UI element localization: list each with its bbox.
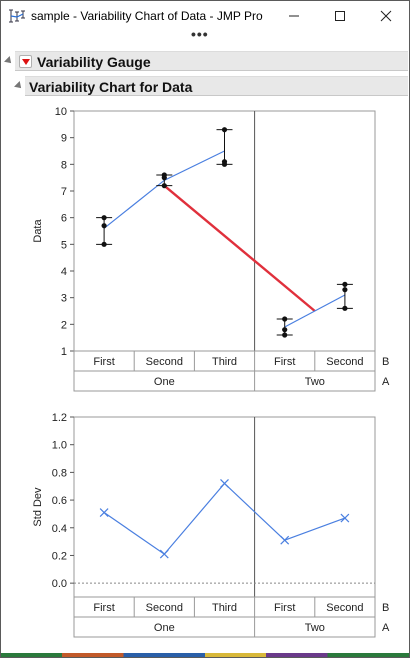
- outline-title: Variability Chart for Data: [29, 79, 193, 95]
- factor-a-row: [73, 616, 376, 638]
- factor-a-name: A: [382, 376, 390, 388]
- close-icon: [380, 10, 392, 22]
- outline-header-variability-chart[interactable]: Variability Chart for Data: [25, 76, 408, 96]
- close-button[interactable]: [363, 1, 409, 31]
- y-axis-label: Std Dev: [32, 487, 44, 527]
- factor-b-label: Second: [326, 602, 363, 614]
- minimize-icon: [289, 15, 299, 17]
- y-tick-label: 3: [61, 293, 67, 305]
- y-tick-label: 1: [61, 346, 67, 358]
- y-tick-label: 9: [61, 133, 67, 145]
- data-point: [342, 287, 348, 293]
- factor-a-label: One: [154, 376, 175, 388]
- factor-b-label: First: [274, 602, 295, 614]
- factor-b-label: First: [93, 356, 114, 368]
- cell-mean-line: [284, 294, 346, 328]
- factor-a-name: A: [382, 622, 390, 634]
- y-tick-label: 2: [61, 319, 67, 331]
- factor-b-label: First: [274, 356, 295, 368]
- y-tick-label: 4: [61, 266, 67, 278]
- data-point: [101, 215, 107, 221]
- y-tick-label: 7: [61, 186, 67, 198]
- red-triangle-menu-icon[interactable]: [19, 55, 32, 68]
- factor-b-name: B: [382, 602, 389, 614]
- group-mean-line: [163, 184, 316, 312]
- y-tick-label: 5: [61, 239, 67, 251]
- y-tick-label: 0.0: [52, 578, 67, 590]
- factor-b-label: Third: [212, 602, 237, 614]
- y-tick-label: 6: [61, 213, 67, 225]
- more-options-dots[interactable]: •••: [191, 26, 209, 42]
- data-point: [282, 332, 288, 338]
- taskbar-strip: [1, 653, 409, 657]
- y-tick-label: 0.4: [52, 523, 67, 535]
- y-tick-label: 1.2: [52, 412, 67, 424]
- y-tick-label: 8: [61, 159, 67, 171]
- factor-b-name: B: [382, 356, 389, 368]
- plot-frame: [73, 416, 376, 598]
- factor-a-label: Two: [305, 376, 325, 388]
- data-point: [342, 281, 348, 287]
- outline-title: Variability Gauge: [37, 54, 151, 70]
- minimize-button[interactable]: [271, 1, 317, 31]
- data-point: [101, 223, 107, 229]
- jmp-app-icon: [9, 9, 25, 23]
- charts-area: 1 2 3 4 5 6 7 8 9 10 Data First Second Third One First S…: [1, 99, 409, 657]
- factor-a-row: [73, 370, 376, 392]
- data-point: [101, 241, 107, 247]
- outline-disclosure-icon[interactable]: [4, 56, 14, 66]
- maximize-icon: [335, 11, 345, 21]
- variability-chart: 1 2 3 4 5 6 7 8 9 10 Data First Second Third One First S…: [32, 106, 390, 392]
- std-dev-marker: [159, 549, 169, 559]
- y-tick-label: 1.0: [52, 440, 67, 452]
- data-point: [342, 305, 348, 311]
- factor-b-label: First: [93, 602, 114, 614]
- factor-a-label: One: [154, 622, 175, 634]
- data-point: [161, 183, 167, 189]
- factor-b-label: Second: [146, 602, 183, 614]
- window-title: sample - Variability Chart of Data - JMP…: [31, 9, 263, 23]
- y-tick-label: 10: [55, 106, 67, 118]
- outline-disclosure-icon[interactable]: [14, 81, 24, 91]
- title-bar[interactable]: sample - Variability Chart of Data - JMP…: [1, 1, 409, 31]
- outline-header-variability-gauge[interactable]: Variability Gauge: [15, 51, 408, 71]
- std-dev-marker: [280, 535, 290, 545]
- data-point: [161, 175, 167, 181]
- factor-b-label: Third: [212, 356, 237, 368]
- y-tick-label: 0.2: [52, 550, 67, 562]
- std-dev-marker: [220, 479, 229, 488]
- data-point: [282, 316, 288, 322]
- y-axis-label: Data: [32, 219, 44, 243]
- std-dev-marker: [99, 508, 109, 517]
- data-point: [282, 327, 288, 333]
- data-point: [221, 161, 228, 167]
- maximize-button[interactable]: [317, 1, 363, 31]
- std-dev-marker: [340, 513, 350, 523]
- y-tick-label: 0.8: [52, 467, 67, 479]
- factor-a-label: Two: [305, 622, 325, 634]
- y-tick-label: 0.6: [52, 495, 67, 507]
- factor-b-label: Second: [146, 356, 183, 368]
- factor-b-label: Second: [326, 356, 363, 368]
- data-point: [221, 127, 228, 133]
